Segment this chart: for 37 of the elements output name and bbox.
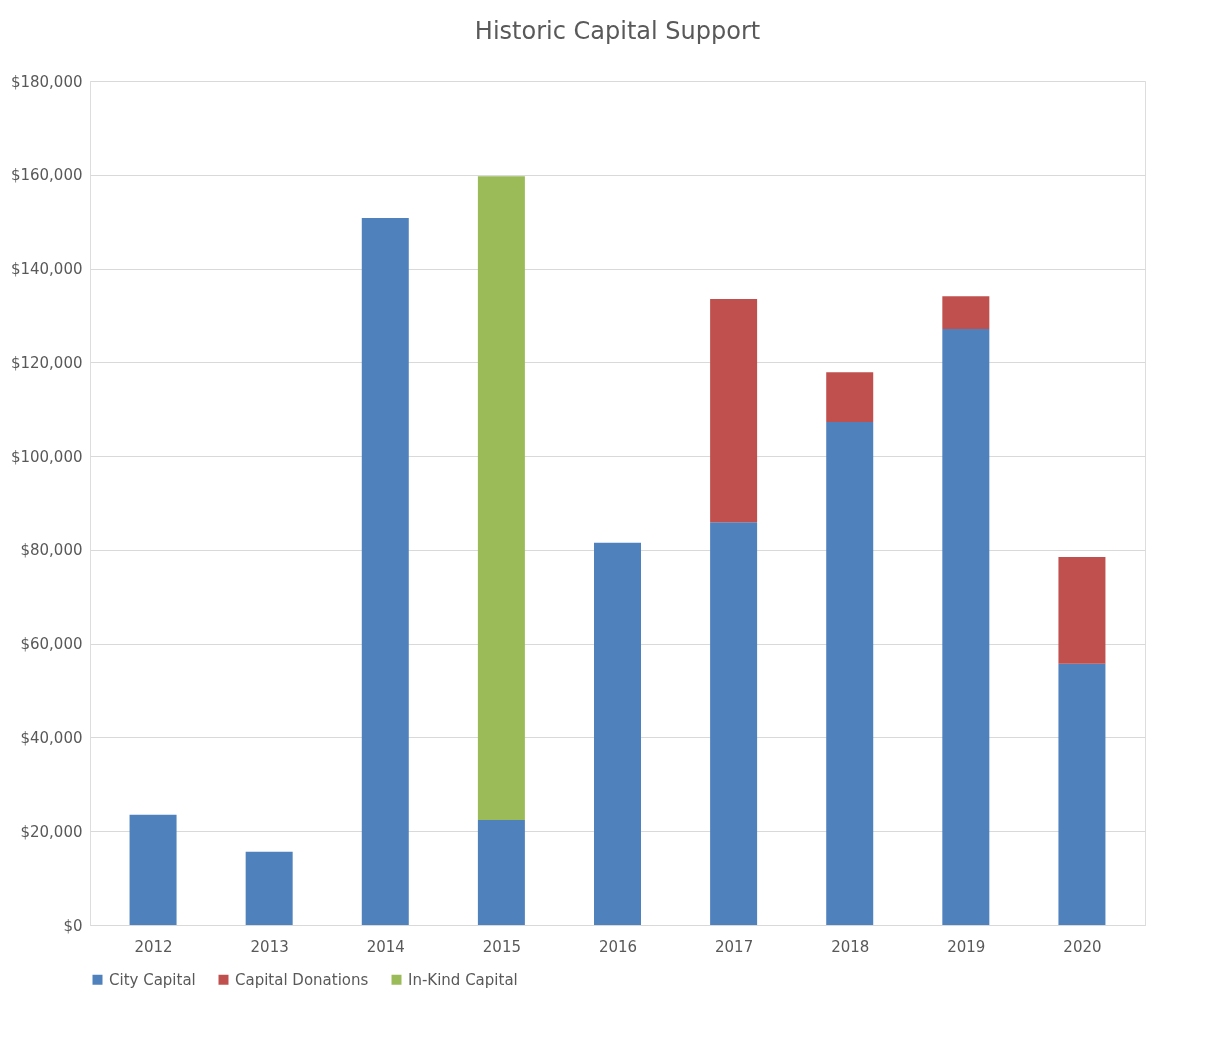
bar (245, 851, 293, 925)
y-tick-label: $120,000 (10, 353, 83, 372)
bar (594, 542, 641, 925)
x-tick-label: 2018 (831, 937, 870, 956)
y-tick-label: $160,000 (10, 166, 83, 185)
y-tick-label: $60,000 (20, 635, 83, 654)
bar (942, 296, 990, 330)
bar (826, 372, 874, 422)
legend-label: Capital Donations (235, 970, 369, 989)
bar (710, 299, 758, 523)
y-tick-label: $80,000 (20, 541, 83, 560)
bar (710, 522, 758, 925)
x-tick-label: 2015 (482, 937, 521, 956)
y-tick-label: $100,000 (10, 447, 83, 466)
bar (477, 819, 525, 925)
y-tick-label: $0 (63, 916, 83, 935)
bar (1058, 663, 1106, 925)
legend-label: City Capital (109, 970, 196, 989)
bar (361, 217, 409, 925)
y-tick-label: $20,000 (20, 822, 83, 841)
y-tick-label: $180,000 (10, 72, 83, 91)
bar (826, 421, 874, 925)
chart-title: Historic Capital Support (474, 17, 761, 45)
y-tick-label: $40,000 (20, 728, 83, 747)
x-tick-label: 2016 (598, 937, 638, 956)
y-tick-label: $140,000 (10, 260, 83, 279)
x-tick-label: 2019 (947, 937, 986, 956)
x-tick-label: 2017 (715, 937, 754, 956)
x-tick-label: 2013 (250, 937, 289, 956)
legend-label: In-Kind Capital (408, 970, 518, 989)
bar (477, 176, 525, 820)
x-tick-label: 2020 (1063, 937, 1102, 956)
x-tick-label: 2012 (134, 937, 173, 956)
x-tick-label: 2014 (366, 937, 405, 956)
bar (129, 814, 177, 925)
bar (942, 329, 990, 925)
bar (1058, 556, 1106, 664)
